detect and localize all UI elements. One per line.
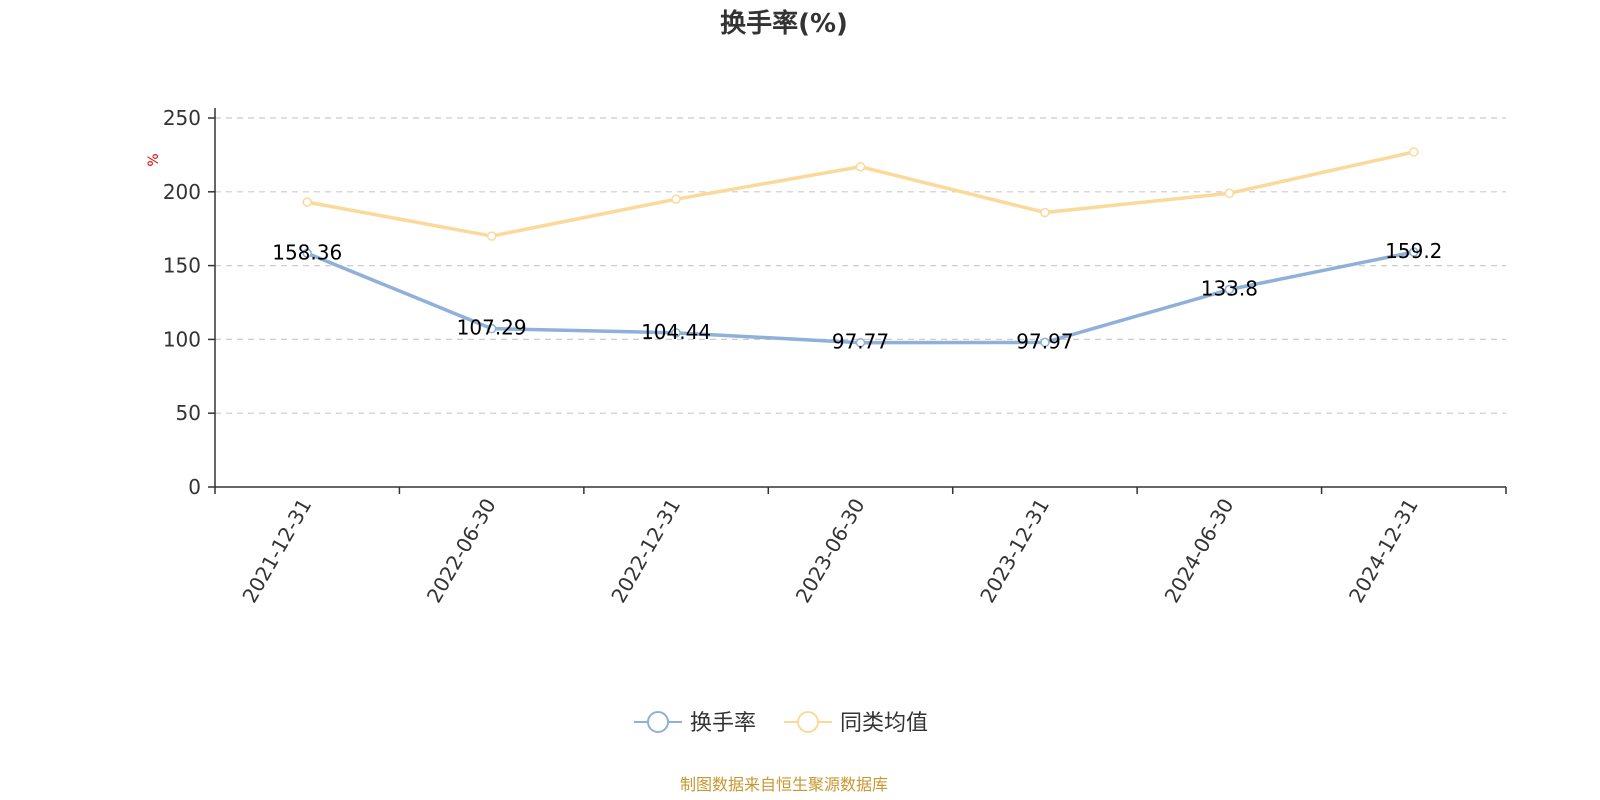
data-point[interactable] [486, 231, 497, 241]
data-label: 104.44 [641, 320, 711, 344]
data-label: 133.8 [1201, 277, 1258, 301]
series-lines [302, 147, 1419, 348]
y-tick-label: 150 [163, 254, 201, 278]
y-tick-label: 250 [163, 106, 201, 130]
y-tick-label: 200 [163, 180, 201, 204]
data-point[interactable] [486, 323, 497, 334]
x-tick-label: 2023-06-30 [791, 494, 870, 607]
legend-item[interactable]: 换手率 [634, 711, 756, 736]
x-tick-label: 2021-12-31 [237, 494, 316, 607]
source-note: 制图数据来自恒生聚源数据库 [680, 775, 888, 794]
legend: 换手率 同类均值 [634, 711, 928, 736]
data-point[interactable] [855, 337, 866, 348]
y-tick-label: 100 [163, 327, 201, 351]
data-point[interactable] [1224, 188, 1235, 199]
data-point[interactable] [671, 194, 681, 204]
data-label: 107.29 [457, 316, 527, 340]
x-tick-label: 2024-12-31 [1344, 494, 1423, 607]
x-tick-label: 2022-06-30 [422, 494, 501, 607]
x-tick-label: 2023-12-31 [975, 494, 1054, 607]
legend-marker-icon [647, 711, 669, 733]
legend-item[interactable]: 同类均值 [784, 711, 928, 736]
data-point[interactable] [671, 328, 681, 338]
data-label: 158.36 [272, 240, 342, 264]
data-point[interactable] [302, 197, 312, 207]
y-axis-unit-label: % [146, 153, 162, 166]
data-point[interactable] [1224, 284, 1235, 295]
data-label: 97.77 [832, 330, 889, 354]
data-point[interactable] [1409, 147, 1419, 157]
data-labels: 158.36 107.29 104.44 97.77 97.97 133.8 159.2 [272, 239, 1442, 354]
data-point[interactable] [1040, 337, 1050, 348]
legend-label: 换手率 [690, 711, 756, 736]
axes: 0 50 100 150 200 250 2021-12-31 2022-06-30 2022-… [163, 106, 1507, 607]
data-label: 159.2 [1385, 239, 1442, 263]
data-label: 97.97 [1016, 329, 1073, 353]
data-point[interactable] [1040, 207, 1050, 218]
data-point[interactable] [855, 161, 866, 172]
x-tick-label: 2024-06-30 [1160, 494, 1239, 607]
legend-label: 同类均值 [840, 711, 928, 736]
y-tick-label: 50 [176, 401, 201, 425]
legend-marker-icon [797, 711, 819, 733]
y-tick-label: 0 [188, 475, 201, 499]
x-tick-label: 2022-12-31 [606, 494, 685, 607]
chart-title: 换手率(%) [720, 8, 848, 39]
data-point[interactable] [1409, 247, 1419, 257]
data-point[interactable] [302, 248, 312, 259]
